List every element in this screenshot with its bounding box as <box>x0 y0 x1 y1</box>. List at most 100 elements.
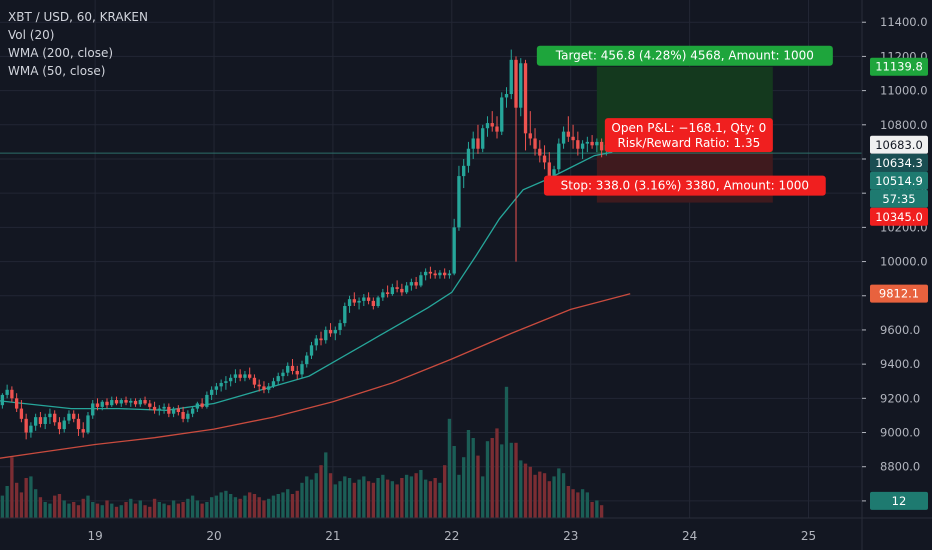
candle <box>490 111 494 132</box>
price-label-box <box>870 189 928 208</box>
legend-symbol[interactable]: XBT / USD, 60, KRAKEN <box>8 10 148 24</box>
candle <box>371 297 375 310</box>
volume-bar <box>228 494 233 518</box>
candle <box>67 410 71 424</box>
candle <box>24 413 28 440</box>
x-tick-label: 19 <box>87 529 102 543</box>
candle <box>495 116 499 139</box>
volume-bar <box>328 473 333 518</box>
candle <box>100 400 104 411</box>
candle-body <box>447 273 452 276</box>
candle-body <box>381 292 385 298</box>
candle-body <box>176 408 181 413</box>
candle-body <box>76 418 81 430</box>
volume-bar <box>14 482 19 518</box>
volume-bar <box>523 463 528 518</box>
time-axis-panel <box>0 518 932 550</box>
volume-bar <box>138 500 142 518</box>
candle-body <box>500 97 504 132</box>
price-label-text: 12 <box>892 494 907 508</box>
candle <box>252 374 257 389</box>
candle-body <box>262 386 266 390</box>
candle <box>114 396 119 406</box>
candle <box>476 124 480 154</box>
candle-body <box>414 282 418 286</box>
volume-bar <box>390 481 395 518</box>
candle <box>390 283 395 296</box>
candle <box>181 406 185 423</box>
volume-bar <box>319 465 323 518</box>
candle-body <box>471 138 475 149</box>
price-label-text: 10634.3 <box>875 156 923 170</box>
candle-body <box>0 394 5 406</box>
candle <box>352 292 356 307</box>
volume-bar <box>152 498 157 518</box>
volume-bar <box>485 441 490 518</box>
candle-body <box>72 413 76 419</box>
volume-bar <box>585 492 590 518</box>
volume-bar <box>566 486 570 518</box>
legend-volume[interactable]: Vol (20) <box>8 28 55 42</box>
y-tick-label: 9000.0 <box>880 426 920 440</box>
candle <box>599 138 604 158</box>
candle <box>314 335 318 351</box>
pnl-text: Open P&L: −168.1, Qty: 0 <box>611 121 766 135</box>
candle-body <box>561 131 566 144</box>
candle-body <box>423 271 428 276</box>
candle <box>224 376 228 390</box>
candle-body <box>295 370 299 375</box>
volume-bar <box>571 489 575 518</box>
candle <box>447 270 452 279</box>
candles <box>0 49 609 440</box>
candle <box>561 126 566 149</box>
chart-legend: XBT / USD, 60, KRAKEN Vol (20) WMA (200,… <box>8 8 148 80</box>
volume-bar <box>43 502 47 518</box>
candle-body <box>124 400 128 403</box>
candle <box>271 377 276 389</box>
candle <box>19 400 24 423</box>
candle-body <box>476 138 480 149</box>
candle-body <box>357 300 361 303</box>
volume-bar <box>538 471 542 518</box>
candle-body <box>29 425 33 433</box>
volume-bar <box>305 476 309 518</box>
volume-bar <box>290 494 295 518</box>
candle-body <box>366 297 371 301</box>
legend-wma50[interactable]: WMA (50, close) <box>8 64 106 78</box>
price-label-box <box>870 207 928 226</box>
volume-bar <box>5 486 9 518</box>
candle <box>343 302 347 327</box>
volume-bar <box>509 442 513 518</box>
x-tick-label: 22 <box>444 529 459 543</box>
volume-bar <box>181 502 185 518</box>
volume-bar <box>95 503 100 518</box>
candle-body <box>566 131 570 137</box>
candle <box>86 412 90 435</box>
candle <box>157 405 161 416</box>
volume-bar <box>300 482 304 518</box>
wma50-line <box>0 151 613 411</box>
candle <box>509 49 513 100</box>
candle-body <box>452 227 456 274</box>
target-label: Target: 456.8 (4.28%) 4568, Amount: 1000 <box>536 45 833 66</box>
candle <box>462 158 466 189</box>
volume-bar <box>343 476 347 518</box>
y-tick-label: 9200.0 <box>880 391 920 405</box>
candle-body <box>376 297 380 307</box>
volume-bar <box>395 484 399 518</box>
legend-wma200[interactable]: WMA (200, close) <box>8 46 114 60</box>
candle-body <box>466 148 471 166</box>
candle-body <box>324 329 328 341</box>
volume-bar <box>471 438 475 518</box>
candle <box>423 268 428 281</box>
volume-bar <box>248 492 252 518</box>
candle <box>238 369 242 382</box>
volume-bar <box>76 505 81 518</box>
volume-bar <box>414 473 418 518</box>
candle <box>209 386 214 401</box>
candle <box>428 266 433 279</box>
candle <box>381 288 385 301</box>
volume-bar <box>176 503 181 518</box>
